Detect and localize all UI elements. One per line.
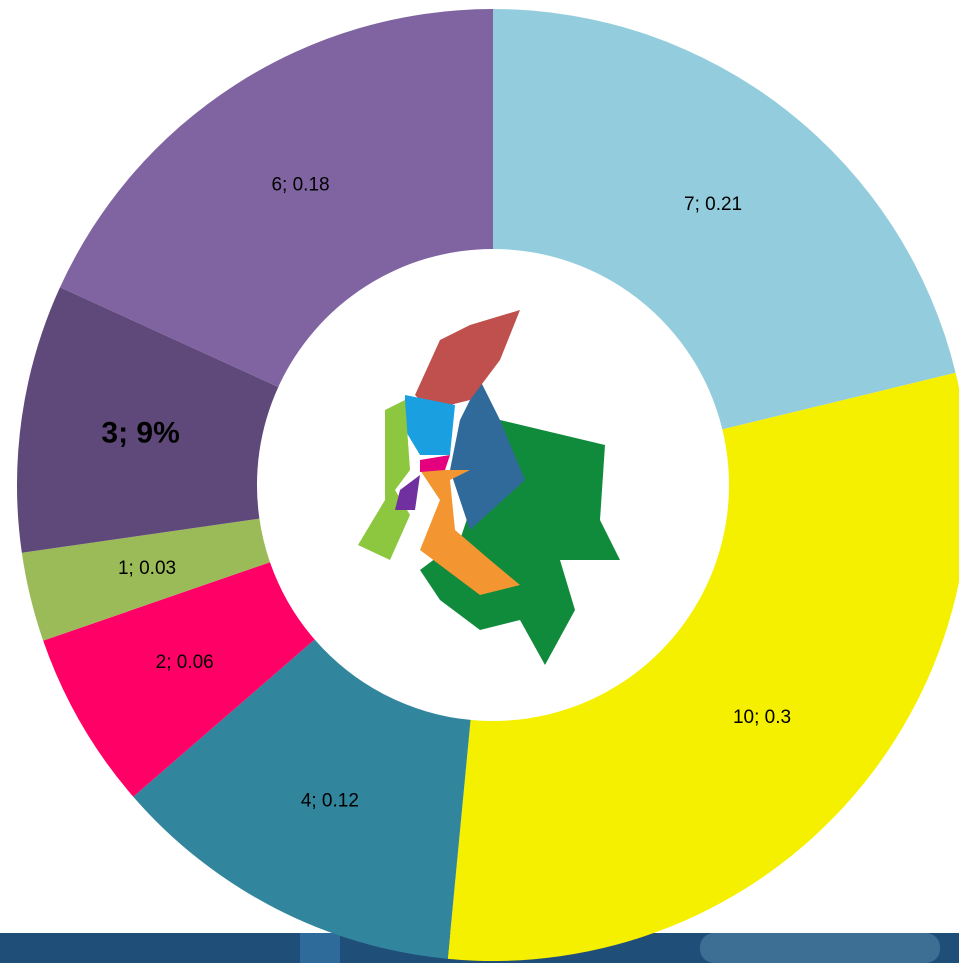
data-label: 1; 0.03	[118, 558, 176, 579]
donut-slice	[493, 9, 956, 430]
donut-slice	[447, 372, 959, 961]
center-map	[358, 310, 620, 665]
data-label: 2; 0.06	[156, 652, 214, 673]
map-region	[420, 420, 620, 665]
data-label: 4; 0.12	[301, 790, 359, 811]
donut-slice	[21, 518, 270, 641]
donut	[16, 9, 959, 961]
background-band-accent	[700, 933, 940, 963]
data-label: 3; 9%	[101, 416, 179, 449]
data-label: 10; 0.3	[733, 707, 791, 728]
map-region	[395, 475, 420, 510]
map-region	[358, 400, 410, 560]
map-region	[415, 310, 520, 410]
donut-slice	[43, 562, 315, 797]
background-band-accent	[300, 933, 340, 963]
data-label: 7; 0.21	[684, 194, 742, 215]
map-region	[420, 470, 520, 595]
donut-slice	[133, 639, 471, 959]
data-label: 6; 0.18	[271, 175, 329, 196]
map-region	[405, 395, 455, 455]
donut-slice	[60, 9, 494, 387]
donut-slice	[16, 287, 279, 553]
map-region	[420, 455, 450, 472]
map-region	[450, 380, 525, 530]
